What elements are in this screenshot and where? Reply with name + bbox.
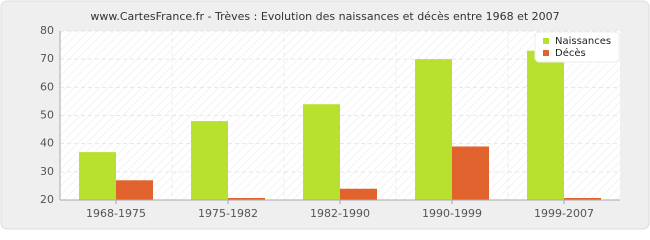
- bar: [79, 152, 116, 200]
- bar: [527, 50, 564, 200]
- legend-swatch: [543, 38, 549, 44]
- legend-label: Naissances: [555, 36, 611, 47]
- legend-swatch: [543, 50, 549, 56]
- y-tick-label: 40: [40, 137, 54, 150]
- bar: [303, 104, 340, 200]
- bar: [116, 180, 153, 200]
- x-tick-label: 1990-1999: [422, 207, 482, 220]
- y-tick-label: 70: [40, 52, 54, 65]
- bar: [340, 188, 377, 200]
- y-tick-label: 80: [40, 24, 54, 37]
- x-tick-label: 1975-1982: [198, 207, 258, 220]
- y-tick-label: 30: [40, 165, 54, 178]
- x-tick-label: 1968-1975: [86, 207, 146, 220]
- legend-box: [534, 31, 620, 63]
- chart-title: www.CartesFrance.fr - Trèves : Evolution…: [90, 10, 559, 23]
- y-tick-label: 60: [40, 80, 54, 93]
- bar: [228, 198, 265, 200]
- x-tick-label: 1999-2007: [534, 207, 594, 220]
- y-tick-label: 20: [40, 193, 54, 206]
- y-tick-label: 50: [40, 109, 54, 122]
- x-tick-label: 1982-1990: [310, 207, 370, 220]
- bar: [191, 121, 228, 200]
- bar: [452, 146, 489, 200]
- legend-label: Décès: [555, 47, 586, 59]
- chart: www.CartesFrance.fr - Trèves : Evolution…: [0, 0, 650, 230]
- bar: [564, 198, 601, 200]
- bar: [415, 59, 452, 200]
